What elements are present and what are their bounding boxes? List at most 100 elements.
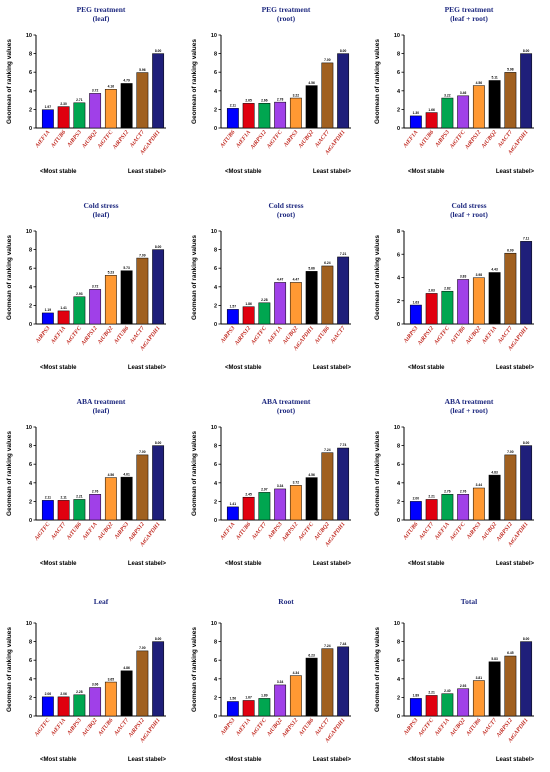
- chart-panel: Cold stress (root) Geomean of ranking valu…: [185, 196, 360, 380]
- category-label: AtGTFC: [250, 325, 268, 346]
- category-label: AtUBQ2: [464, 325, 482, 346]
- data-label: 8.00: [523, 637, 530, 641]
- category-label: AtTUB6: [113, 325, 131, 345]
- y-tick-label: 6: [29, 462, 32, 468]
- category-label: AtUBQ2: [81, 129, 99, 150]
- data-label: 5.98: [507, 68, 514, 72]
- data-label: 1.63: [413, 300, 420, 304]
- y-tick-label: 4: [397, 677, 401, 683]
- category-label: AtEF1A: [402, 129, 420, 149]
- category-label: AtUBQ2: [96, 521, 114, 542]
- category-label: AtRPS12: [80, 325, 99, 347]
- chart-panel: PEG treatment (leaf) Geomean of ranking va…: [0, 0, 175, 184]
- data-label: 2.21: [428, 495, 435, 499]
- y-tick-label: 10: [211, 229, 217, 235]
- chart-subtitle: (leaf): [93, 210, 110, 219]
- bar: [425, 499, 438, 521]
- bar: [488, 272, 501, 325]
- chart-title: Cold stress: [451, 201, 486, 210]
- bar: [274, 488, 287, 521]
- bar: [337, 447, 350, 521]
- bar-chart: ABA treatment(leaf + root) Geomean of ran…: [374, 397, 534, 567]
- y-axis-label: Geomean of ranking values: [374, 431, 381, 516]
- data-label: 2.11: [45, 496, 51, 500]
- chart-title: PEG treatment: [262, 5, 311, 14]
- category-label: AtTUB6: [418, 129, 436, 149]
- y-tick-label: 2: [397, 695, 400, 701]
- chart-title: Cold stress: [83, 201, 118, 210]
- category-label: AtEF1A: [50, 717, 68, 737]
- bar: [57, 500, 70, 521]
- data-label: 3.81: [476, 676, 483, 680]
- data-label: 8.00: [155, 637, 162, 641]
- chart-panel: Cold stress (leaf + root) Geomean of ranki…: [368, 196, 543, 380]
- y-axis-label: Geomean of ranking values: [6, 627, 13, 712]
- y-tick-label: 8: [214, 52, 217, 58]
- bar: [289, 97, 302, 129]
- bar: [274, 684, 287, 717]
- data-label: 6.23: [308, 653, 315, 657]
- category-label: AtGTFC: [417, 717, 435, 738]
- bar-chart: Cold stress(leaf) Geomean of ranking valu…: [6, 201, 166, 371]
- data-label: 7.09: [139, 253, 146, 257]
- data-label: 2.28: [76, 690, 83, 694]
- data-label: 7.00: [507, 450, 514, 454]
- bar: [41, 696, 54, 717]
- y-tick-label: 2: [397, 299, 400, 305]
- data-label: 3.34: [277, 484, 284, 488]
- footer-most-stable: <Most stable: [225, 169, 262, 175]
- data-label: 2.76: [92, 490, 99, 494]
- y-tick-label: 2: [214, 107, 217, 113]
- chart-panel: Root Geomean of ranking values 0 2 4 6 8 10 1.56…: [185, 588, 360, 772]
- data-label: 1.57: [230, 305, 237, 309]
- bar: [520, 241, 533, 325]
- data-label: 1.41: [60, 306, 67, 310]
- y-tick-label: 6: [214, 70, 217, 76]
- bar: [305, 477, 318, 521]
- y-tick-label: 6: [397, 70, 400, 76]
- data-label: 7.00: [139, 646, 146, 650]
- y-tick-label: 6: [214, 266, 217, 272]
- y-tick-label: 8: [214, 248, 217, 254]
- bar: [457, 279, 470, 325]
- data-label: 2.11: [230, 104, 236, 108]
- bar: [425, 293, 438, 325]
- bar: [226, 701, 239, 717]
- y-tick-label: 2: [29, 499, 32, 505]
- category-label: AtEF1A: [433, 717, 451, 737]
- bar: [73, 499, 86, 521]
- y-tick-label: 8: [214, 444, 217, 450]
- bar: [321, 452, 334, 521]
- y-tick-label: 4: [397, 276, 401, 282]
- footer-most-stable: <Most stable: [40, 757, 77, 763]
- category-label: AtACT7: [329, 325, 347, 346]
- footer-least-stable: Least stabel>: [128, 757, 167, 763]
- data-label: 4.16: [108, 85, 115, 89]
- chart-subtitle: (leaf + root): [450, 210, 488, 219]
- data-label: 1.19: [45, 308, 52, 312]
- bar: [488, 661, 501, 717]
- bar: [120, 476, 133, 521]
- y-tick-label: 8: [397, 52, 400, 58]
- category-label: AtGTFC: [33, 717, 51, 738]
- category-label: AtTUB6: [465, 717, 483, 737]
- chart-panel: Leaf Geomean of ranking values 0 2 4 6 8 10 2.06…: [0, 588, 175, 772]
- data-label: 1.86: [245, 302, 252, 306]
- bar: [488, 80, 501, 129]
- data-label: 2.71: [76, 98, 83, 102]
- y-tick-label: 2: [29, 303, 32, 309]
- data-label: 3.72: [293, 481, 300, 485]
- data-label: 3.22: [293, 93, 300, 97]
- bar: [457, 95, 470, 129]
- footer-least-stable: Least stabel>: [128, 561, 167, 567]
- bar: [41, 109, 54, 129]
- bar: [120, 83, 133, 129]
- bar: [226, 309, 239, 325]
- category-label: AtACT7: [50, 521, 68, 542]
- data-label: 5.11: [492, 76, 498, 80]
- category-label: AtUBQ2: [81, 717, 99, 738]
- bar: [136, 72, 149, 129]
- category-label: AtEF1A: [81, 521, 99, 541]
- category-label: AtTUB6: [50, 129, 68, 149]
- bar: [73, 694, 86, 717]
